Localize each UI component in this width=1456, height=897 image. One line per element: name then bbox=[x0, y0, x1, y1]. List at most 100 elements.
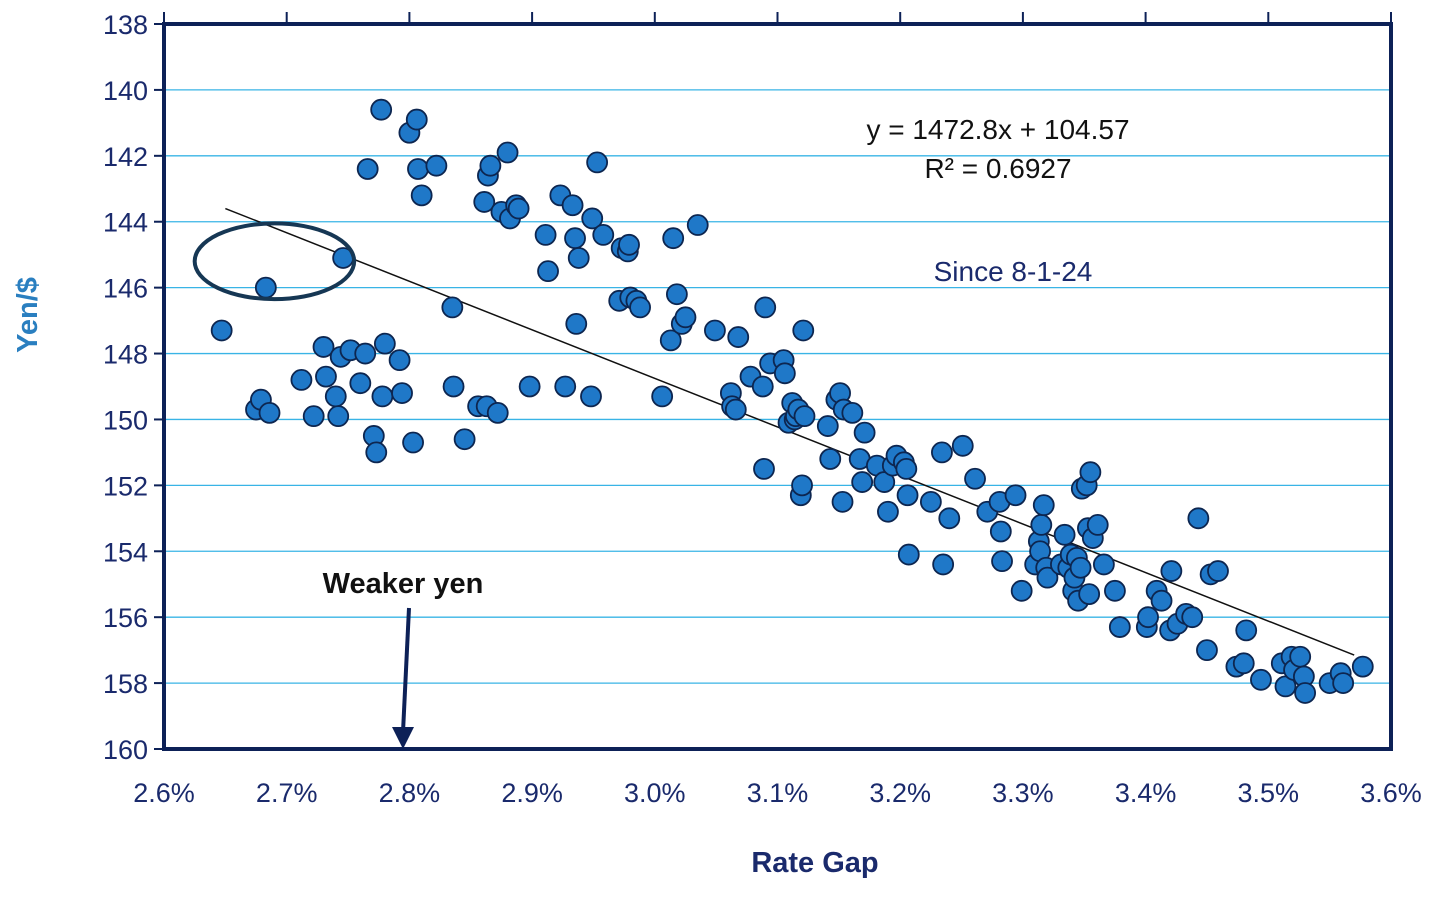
data-point bbox=[751, 375, 774, 398]
data-point bbox=[479, 154, 502, 177]
data-point bbox=[425, 154, 448, 177]
weaker-yen-arrow bbox=[401, 607, 411, 733]
x-tick-label: 3.1% bbox=[747, 778, 809, 808]
data-point bbox=[290, 369, 313, 391]
data-point bbox=[349, 372, 372, 395]
data-point bbox=[753, 457, 775, 480]
data-point bbox=[816, 415, 839, 437]
data-point bbox=[1078, 583, 1101, 606]
data-point bbox=[453, 428, 476, 451]
data-point bbox=[618, 233, 640, 256]
data-point bbox=[354, 342, 377, 365]
data-point bbox=[564, 227, 586, 250]
data-point bbox=[651, 385, 674, 408]
data-point bbox=[724, 398, 747, 421]
data-point bbox=[989, 520, 1012, 543]
data-point bbox=[1294, 682, 1317, 704]
data-point bbox=[402, 431, 424, 454]
data-point bbox=[534, 224, 557, 246]
data-point bbox=[371, 385, 394, 408]
data-point bbox=[896, 484, 919, 507]
data-point bbox=[754, 296, 777, 319]
x-tick-label: 2.7% bbox=[256, 778, 318, 808]
data-point bbox=[1207, 560, 1229, 582]
data-point bbox=[1232, 652, 1255, 675]
data-point bbox=[662, 227, 685, 250]
data-point bbox=[964, 467, 986, 490]
data-point bbox=[580, 385, 602, 408]
data-point bbox=[727, 326, 750, 348]
data-point bbox=[258, 401, 281, 424]
data-point bbox=[659, 329, 682, 352]
data-point bbox=[388, 349, 411, 372]
data-point bbox=[1181, 606, 1204, 629]
x-axis-title: Rate Gap bbox=[751, 847, 878, 879]
x-tick-label: 3.3% bbox=[992, 778, 1054, 808]
data-point bbox=[919, 490, 942, 513]
x-tick-label: 3.4% bbox=[1115, 778, 1177, 808]
data-point bbox=[473, 191, 496, 213]
data-point bbox=[312, 336, 335, 358]
x-tick-label: 2.6% bbox=[133, 778, 195, 808]
data-point bbox=[1235, 619, 1258, 642]
data-point bbox=[1030, 514, 1053, 536]
data-point bbox=[851, 471, 874, 493]
data-point bbox=[1351, 655, 1374, 678]
y-tick-label: 158 bbox=[103, 669, 148, 699]
data-point bbox=[991, 550, 1013, 573]
arrow-head-icon bbox=[392, 727, 414, 749]
data-point bbox=[841, 401, 864, 424]
x-tick-label: 3.2% bbox=[869, 778, 931, 808]
x-tick-label: 3.0% bbox=[624, 778, 686, 808]
y-tick-label: 140 bbox=[103, 76, 148, 106]
data-point bbox=[853, 421, 876, 444]
data-point bbox=[210, 319, 233, 342]
data-point bbox=[792, 319, 815, 342]
data-point bbox=[1108, 616, 1131, 638]
data-point bbox=[537, 260, 559, 283]
data-point bbox=[1150, 589, 1173, 612]
axis-ticks bbox=[154, 12, 1392, 750]
data-point bbox=[1079, 461, 1102, 484]
data-point bbox=[356, 158, 379, 180]
trendline-equation: y = 1472.8x + 104.57 bbox=[866, 114, 1129, 145]
y-tick-label: 156 bbox=[103, 603, 148, 633]
r-squared-label: R² = 0.6927 bbox=[924, 153, 1071, 184]
data-point bbox=[486, 401, 509, 424]
y-tick-label: 142 bbox=[103, 142, 148, 172]
data-point bbox=[1053, 523, 1076, 546]
data-point bbox=[629, 296, 651, 319]
data-point bbox=[441, 296, 464, 319]
data-point bbox=[932, 553, 955, 576]
x-axis-tick-labels: 2.6% 2.7% 2.8% 2.9% 3.0% 3.1% 3.2% 3.3% 3.4% 3.5%… bbox=[133, 778, 1422, 808]
data-point bbox=[877, 500, 899, 523]
data-point bbox=[324, 385, 347, 408]
data-point bbox=[407, 158, 429, 180]
y-tick-label: 138 bbox=[103, 10, 148, 40]
data-point bbox=[586, 151, 609, 174]
data-point bbox=[1032, 494, 1055, 517]
data-point bbox=[1092, 553, 1115, 576]
x-tick-label: 3.6% bbox=[1360, 778, 1422, 808]
data-point bbox=[365, 441, 388, 464]
data-point bbox=[1086, 514, 1109, 536]
period-note: Since 8-1-24 bbox=[934, 256, 1093, 287]
y-tick-label: 150 bbox=[103, 405, 148, 435]
y-axis-tick-labels: 138 140 142 144 146 148 150 152 154 156 158 160 bbox=[103, 10, 148, 765]
data-point bbox=[410, 184, 433, 207]
data-point bbox=[938, 507, 961, 530]
arrow-label: Weaker yen bbox=[323, 568, 484, 600]
data-point bbox=[1104, 579, 1126, 602]
data-point bbox=[391, 382, 413, 404]
y-tick-label: 160 bbox=[103, 735, 148, 765]
data-point bbox=[565, 312, 588, 335]
highlight-ellipse bbox=[192, 221, 357, 302]
data-point bbox=[1160, 560, 1183, 582]
data-point bbox=[704, 319, 726, 342]
data-point bbox=[302, 405, 325, 428]
data-point bbox=[254, 276, 277, 299]
data-point bbox=[327, 405, 350, 428]
y-tick-label: 148 bbox=[103, 340, 148, 370]
data-point bbox=[567, 247, 590, 269]
